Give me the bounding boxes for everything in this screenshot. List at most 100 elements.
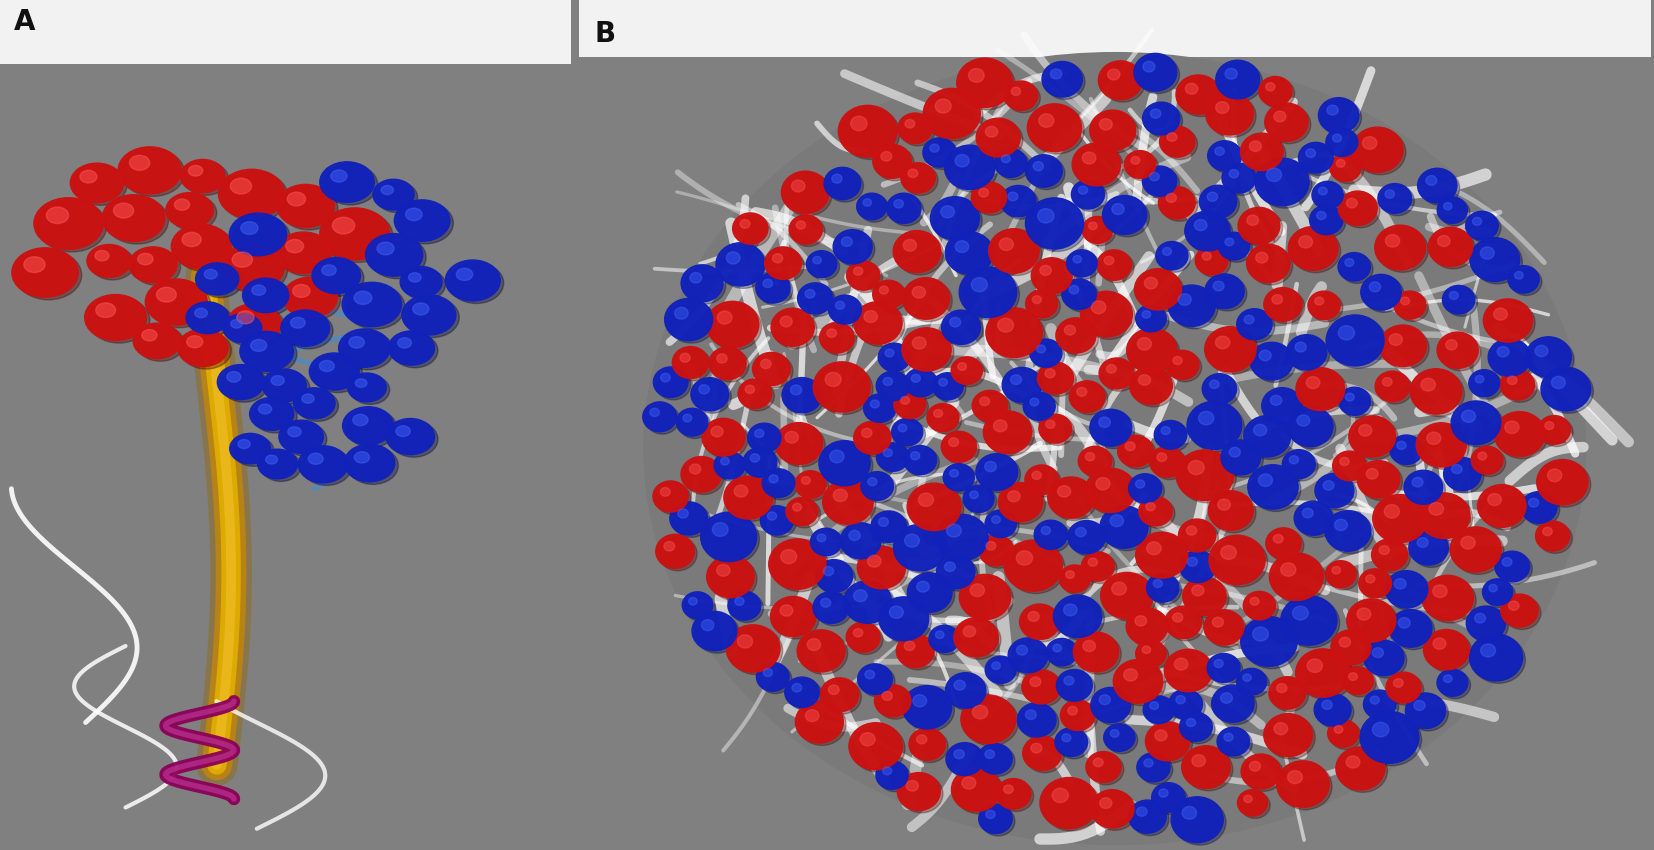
Circle shape	[1163, 247, 1171, 256]
Circle shape	[1373, 495, 1427, 542]
Circle shape	[1159, 126, 1194, 157]
Circle shape	[999, 781, 1034, 812]
Circle shape	[1535, 521, 1570, 551]
Circle shape	[1204, 376, 1239, 406]
Circle shape	[319, 360, 334, 371]
Circle shape	[174, 199, 190, 210]
Circle shape	[1029, 157, 1065, 190]
Circle shape	[867, 555, 882, 567]
Circle shape	[885, 349, 893, 357]
Circle shape	[931, 627, 963, 654]
Circle shape	[1444, 202, 1452, 210]
Circle shape	[1340, 638, 1350, 647]
Circle shape	[847, 622, 880, 652]
Circle shape	[1307, 659, 1323, 672]
Circle shape	[650, 408, 660, 416]
Circle shape	[1345, 258, 1355, 267]
Circle shape	[1383, 327, 1429, 369]
Circle shape	[724, 476, 772, 519]
Circle shape	[1166, 652, 1216, 694]
Circle shape	[1358, 569, 1391, 598]
Circle shape	[893, 200, 903, 208]
Circle shape	[1255, 252, 1269, 263]
Circle shape	[1489, 585, 1497, 592]
Circle shape	[1070, 523, 1108, 556]
Circle shape	[1045, 420, 1055, 428]
Circle shape	[1140, 755, 1173, 785]
Circle shape	[1494, 308, 1507, 320]
Circle shape	[1318, 98, 1360, 133]
Circle shape	[971, 278, 987, 292]
Circle shape	[1217, 499, 1231, 510]
Circle shape	[903, 445, 936, 474]
Circle shape	[1331, 566, 1340, 574]
Circle shape	[713, 523, 728, 536]
Circle shape	[1019, 604, 1060, 639]
Circle shape	[771, 541, 829, 592]
Circle shape	[1032, 471, 1042, 479]
Circle shape	[84, 295, 147, 341]
Circle shape	[743, 447, 777, 477]
Circle shape	[999, 238, 1014, 251]
Circle shape	[1098, 417, 1110, 428]
Circle shape	[1421, 378, 1436, 391]
Circle shape	[992, 662, 1001, 670]
Circle shape	[1327, 105, 1338, 115]
Circle shape	[1024, 672, 1064, 706]
Circle shape	[1226, 68, 1237, 79]
Circle shape	[944, 434, 979, 465]
Circle shape	[1350, 601, 1398, 644]
Circle shape	[1439, 334, 1480, 371]
Circle shape	[1503, 372, 1537, 402]
Circle shape	[1224, 442, 1264, 477]
Circle shape	[946, 743, 984, 775]
Circle shape	[893, 230, 941, 273]
Circle shape	[1207, 276, 1247, 311]
Circle shape	[1239, 207, 1280, 244]
Circle shape	[1151, 109, 1161, 118]
Circle shape	[1029, 611, 1039, 621]
Circle shape	[660, 488, 670, 496]
Circle shape	[1240, 754, 1280, 789]
Circle shape	[1417, 168, 1457, 203]
Circle shape	[974, 184, 1009, 215]
Circle shape	[878, 343, 910, 371]
Circle shape	[1229, 447, 1240, 457]
Circle shape	[857, 424, 893, 456]
Circle shape	[863, 474, 896, 502]
Circle shape	[776, 422, 822, 464]
Circle shape	[1169, 689, 1202, 719]
Circle shape	[266, 371, 309, 405]
Circle shape	[1052, 644, 1062, 652]
Circle shape	[860, 472, 893, 501]
Circle shape	[791, 385, 802, 395]
Circle shape	[1135, 54, 1176, 91]
Circle shape	[1156, 241, 1188, 270]
Circle shape	[1082, 217, 1113, 243]
Circle shape	[1181, 521, 1219, 554]
Circle shape	[835, 301, 845, 309]
Circle shape	[1398, 618, 1411, 628]
Circle shape	[1212, 537, 1267, 587]
Circle shape	[1140, 496, 1173, 526]
Circle shape	[1059, 672, 1095, 704]
Circle shape	[731, 593, 764, 622]
Circle shape	[280, 420, 324, 453]
Circle shape	[1034, 162, 1044, 171]
Circle shape	[137, 326, 184, 361]
Circle shape	[830, 450, 844, 462]
Circle shape	[1322, 700, 1331, 710]
Circle shape	[762, 279, 772, 287]
Circle shape	[949, 317, 961, 327]
Circle shape	[230, 306, 284, 347]
Circle shape	[309, 353, 359, 390]
Circle shape	[263, 369, 306, 402]
Circle shape	[227, 303, 281, 344]
Circle shape	[1308, 291, 1340, 320]
Circle shape	[1429, 227, 1472, 267]
Circle shape	[733, 213, 767, 244]
Circle shape	[1543, 370, 1593, 413]
Circle shape	[1150, 576, 1181, 604]
Circle shape	[906, 371, 939, 400]
Circle shape	[1469, 609, 1508, 643]
